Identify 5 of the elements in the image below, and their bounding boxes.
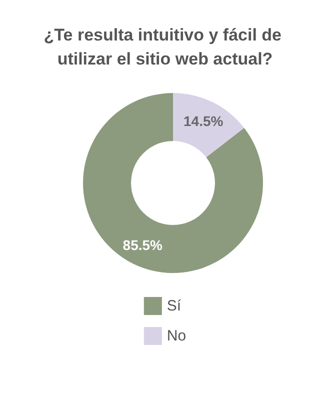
data-label: 85.5% [122,236,164,253]
chart-title: ¿Te resulta intuitivo y fácil de utilizar el sitio web actual? [44,26,286,68]
legend-label: No [166,328,186,344]
legend-label: Sí [166,298,182,314]
data-label: 14.5% [184,113,224,130]
